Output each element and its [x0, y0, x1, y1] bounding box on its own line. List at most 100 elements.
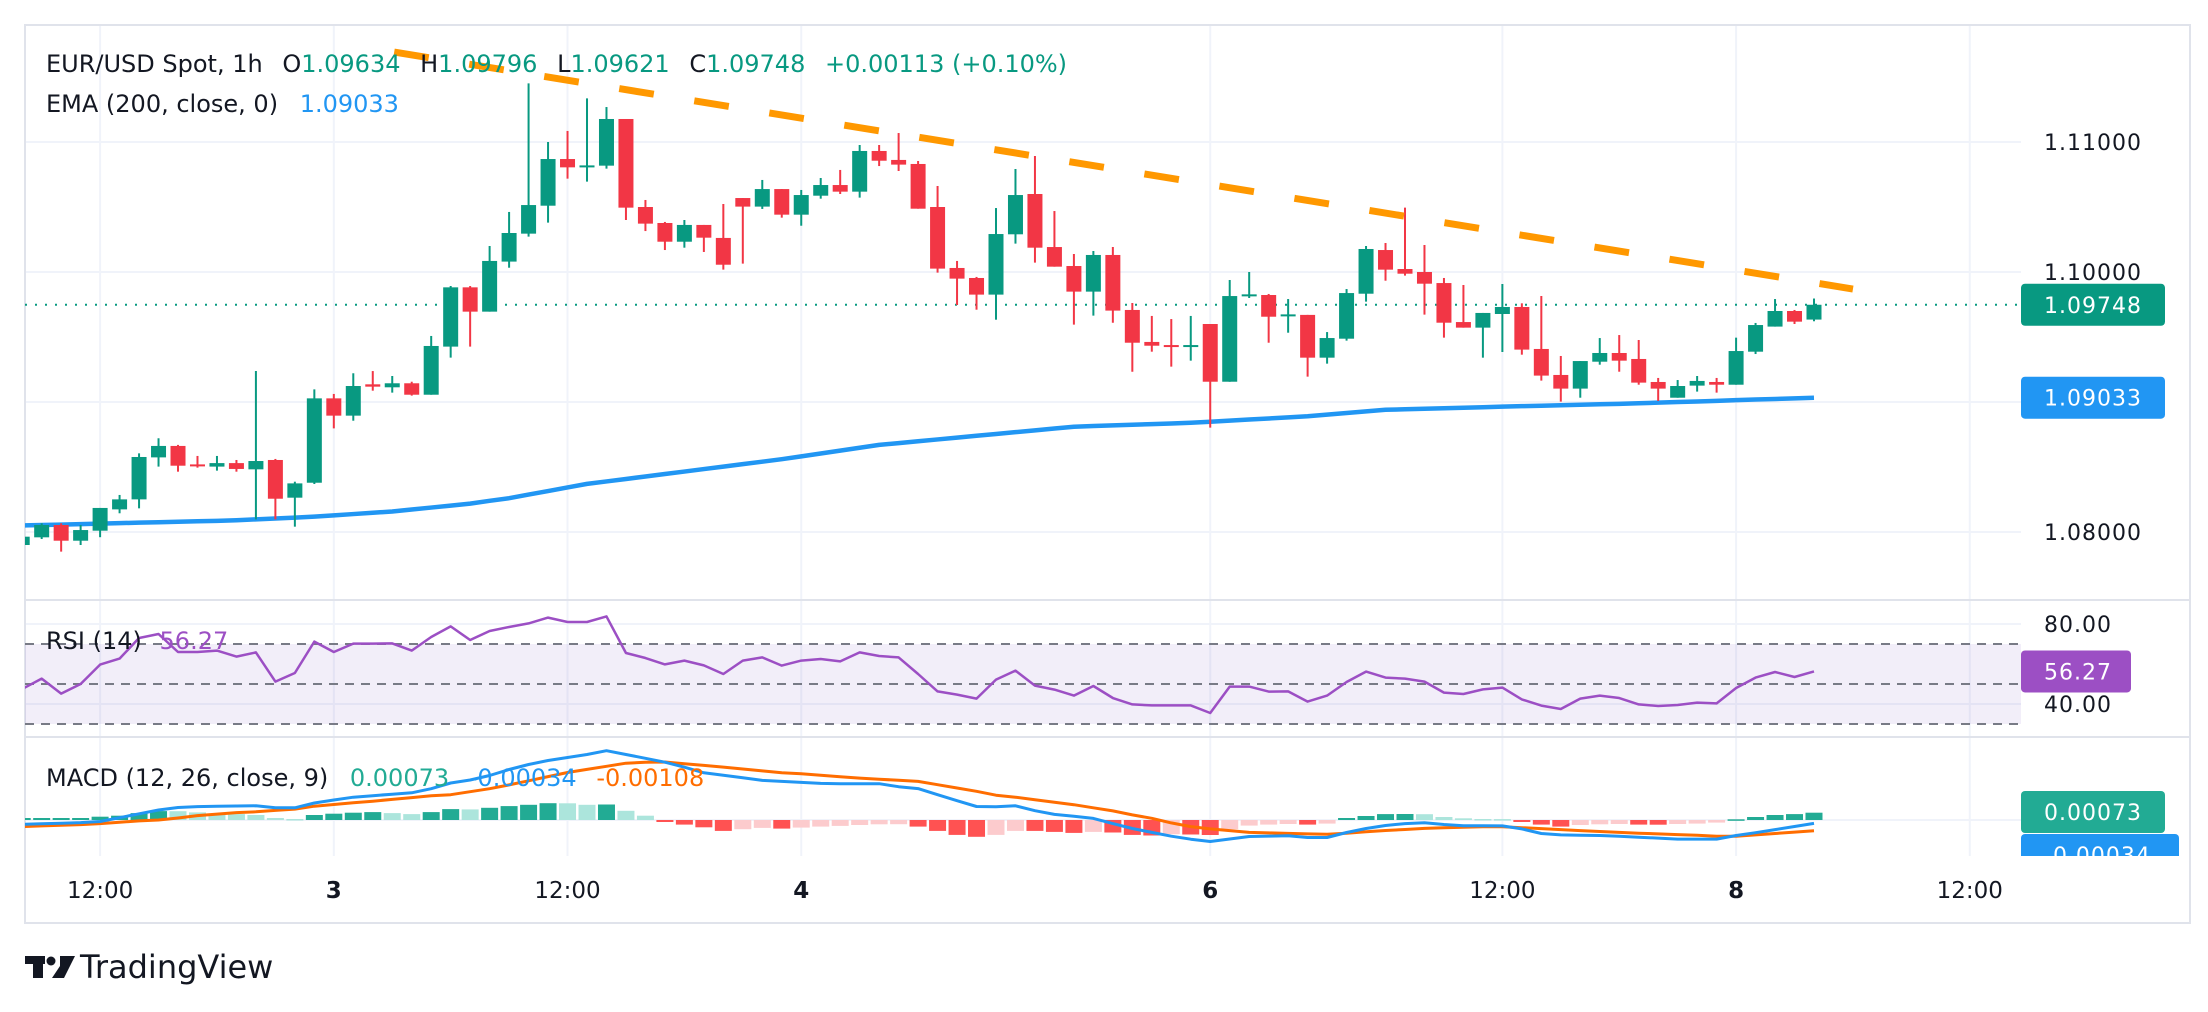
candle-bearish[interactable] [1163, 319, 1179, 367]
candle-bullish[interactable] [540, 142, 556, 223]
tradingview-logo[interactable]: TradingView [25, 948, 273, 986]
candle-bearish[interactable] [1124, 302, 1140, 372]
candle-bearish[interactable] [891, 133, 907, 171]
candle-bearish[interactable] [1553, 355, 1569, 402]
candle-bullish[interactable] [131, 453, 147, 509]
candle-bearish[interactable] [560, 130, 576, 179]
macd-legend[interactable]: MACD (12, 26, close, 9) 0.00073 -0.00034… [46, 764, 704, 792]
candle-bullish[interactable] [1728, 337, 1744, 385]
candle-bullish[interactable] [1748, 322, 1764, 355]
price-pane[interactable] [15, 48, 2021, 552]
candle-bullish[interactable] [1689, 376, 1705, 392]
candle-bullish[interactable] [209, 455, 225, 471]
candle-bearish[interactable] [462, 286, 478, 347]
last-price-badge[interactable]: 1.09748 [2021, 283, 2165, 326]
candle-bearish[interactable] [949, 260, 965, 306]
candle-bearish[interactable] [910, 160, 926, 209]
candle-bearish[interactable] [1650, 377, 1666, 401]
candle-bearish[interactable] [189, 455, 205, 468]
candle-bullish[interactable] [579, 98, 595, 182]
candle-bullish[interactable] [1183, 315, 1199, 361]
candle-bullish[interactable] [15, 536, 30, 545]
candle-bearish[interactable] [365, 371, 381, 391]
candle-bearish[interactable] [1787, 309, 1803, 324]
candle-bearish[interactable] [1709, 377, 1725, 393]
candle-bullish[interactable] [151, 438, 167, 467]
candle-bearish[interactable] [1455, 285, 1471, 328]
candle-bearish[interactable] [832, 169, 848, 194]
candle-bearish[interactable] [1261, 293, 1277, 343]
candle-bearish[interactable] [1144, 315, 1160, 352]
symbol-legend[interactable]: EUR/USD Spot, 1h O1.09634 H1.09796 L1.09… [46, 50, 1067, 78]
ema-legend[interactable]: EMA (200, close, 0) 1.09033 [46, 90, 399, 118]
candle-bullish[interactable] [793, 189, 809, 226]
ema-price-badge[interactable]: 1.09033 [2021, 376, 2165, 419]
macd-hist-badge[interactable]: 0.00073 [2021, 791, 2165, 833]
candle-bullish[interactable] [1592, 338, 1608, 365]
candle-bullish[interactable] [1085, 250, 1101, 316]
candle-bearish[interactable] [1202, 324, 1218, 428]
candle-bullish[interactable] [112, 494, 128, 514]
candle-bullish[interactable] [988, 208, 1004, 320]
candle-bearish[interactable] [1611, 335, 1627, 372]
candle-bullish[interactable] [521, 83, 537, 237]
candle-bullish[interactable] [482, 246, 498, 312]
candle-bearish[interactable] [53, 523, 69, 552]
candle-bullish[interactable] [813, 178, 829, 199]
candle-bearish[interactable] [1631, 339, 1647, 385]
macd-value-badge[interactable]: -0.00034 [2021, 834, 2179, 876]
candle-bearish[interactable] [1514, 303, 1530, 355]
candle-bearish[interactable] [1378, 243, 1394, 281]
candle-bullish[interactable] [852, 144, 868, 198]
macd-line[interactable] [22, 749, 1815, 843]
candle-bearish[interactable] [696, 224, 712, 252]
candle-bearish[interactable] [1027, 156, 1043, 263]
candle-bullish[interactable] [1767, 299, 1783, 327]
candle-bearish[interactable] [1066, 254, 1082, 325]
candle-bearish[interactable] [657, 221, 673, 251]
candle-bullish[interactable] [1241, 272, 1257, 298]
candle-bearish[interactable] [170, 444, 186, 472]
rsi-line[interactable] [22, 615, 1815, 715]
candle-bearish[interactable] [774, 189, 790, 218]
candle-bearish[interactable] [715, 204, 731, 270]
candle-bearish[interactable] [930, 185, 946, 273]
candle-bullish[interactable] [1475, 312, 1491, 358]
candle-bearish[interactable] [1105, 247, 1121, 323]
candle-bullish[interactable] [248, 371, 264, 520]
candle-bearish[interactable] [267, 458, 283, 520]
candle-bullish[interactable] [1806, 298, 1822, 322]
candle-bearish[interactable] [637, 199, 653, 232]
candle-bullish[interactable] [1319, 332, 1335, 364]
candle-bullish[interactable] [598, 107, 614, 169]
descending-trendline[interactable] [393, 48, 1854, 293]
candle-bullish[interactable] [92, 507, 108, 538]
candle-bullish[interactable] [423, 335, 439, 395]
rsi-value-badge[interactable]: 56.27 [2021, 650, 2131, 693]
candle-bullish[interactable] [1572, 361, 1588, 398]
candle-bullish[interactable] [754, 179, 770, 209]
candle-bearish[interactable] [326, 393, 342, 429]
candle-bullish[interactable] [1494, 283, 1510, 352]
candle-bullish[interactable] [345, 373, 361, 421]
candle-bearish[interactable] [871, 144, 887, 167]
candle-bearish[interactable] [735, 198, 751, 264]
candle-bullish[interactable] [501, 211, 517, 268]
ema-200-line[interactable] [22, 395, 1815, 528]
macd-pane[interactable] [14, 749, 1823, 843]
candle-bearish[interactable] [1416, 244, 1432, 315]
candle-bearish[interactable] [1533, 296, 1549, 381]
candle-bearish[interactable] [1436, 277, 1452, 338]
candle-bullish[interactable] [676, 220, 692, 248]
candle-bullish[interactable] [1670, 380, 1686, 398]
candle-bearish[interactable] [404, 381, 420, 396]
candle-bearish[interactable] [1046, 211, 1062, 267]
candle-bearish[interactable] [1397, 207, 1413, 276]
rsi-pane[interactable] [22, 615, 1815, 715]
candle-bullish[interactable] [1007, 169, 1023, 244]
candle-bullish[interactable] [287, 481, 303, 527]
candle-bearish[interactable] [228, 459, 244, 472]
candle-bullish[interactable] [1358, 246, 1374, 302]
candle-bullish[interactable] [443, 286, 459, 358]
